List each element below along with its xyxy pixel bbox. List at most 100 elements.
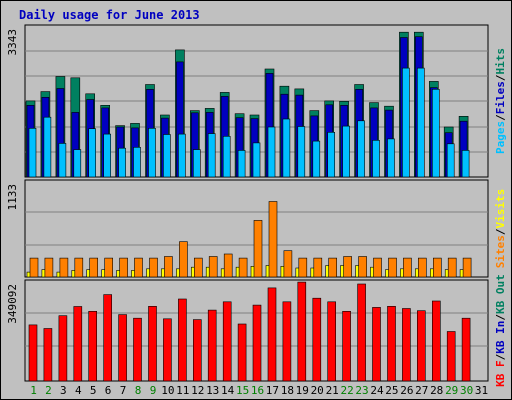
x-tick-label: 24 <box>370 384 384 397</box>
sites-bar <box>44 257 54 278</box>
pages-bar <box>88 128 96 178</box>
pages-bar <box>133 147 141 178</box>
sites-bar <box>417 257 427 278</box>
pages-bar <box>222 136 231 178</box>
pages-bar <box>372 140 380 178</box>
kbytes-bar <box>58 315 68 382</box>
kbytes-bar <box>267 287 277 382</box>
pages-bar <box>431 89 440 178</box>
x-tick-label: 10 <box>161 384 174 397</box>
chart-title: Daily usage for June 2013 <box>19 8 200 22</box>
x-tick-label: 13 <box>206 384 219 397</box>
pages-bar <box>282 118 291 178</box>
sites-bar <box>104 257 113 278</box>
y-max-label-2: 1133 <box>6 184 19 211</box>
x-tick-label: 6 <box>105 384 112 397</box>
x-tick-label: 8 <box>135 384 142 397</box>
legend-entry: Files <box>494 81 507 114</box>
pages-bar <box>357 120 365 178</box>
sites-bar <box>403 257 412 278</box>
x-tick-label: 30 <box>460 384 473 397</box>
legend-entry: Sites <box>494 235 507 268</box>
pages-bar <box>163 134 171 178</box>
sites-bar <box>29 257 39 278</box>
pages-bar <box>252 142 261 178</box>
kbytes-bar <box>297 281 307 382</box>
x-tick-label: 19 <box>296 384 309 397</box>
x-tick-label: 22 <box>340 384 353 397</box>
legend-entry: Hits <box>494 48 507 75</box>
x-tick-label: 21 <box>326 384 339 397</box>
y-max-label-1: 3343 <box>6 29 19 56</box>
pages-bar <box>327 132 336 178</box>
x-tick-label: 18 <box>281 384 294 397</box>
pages-bar <box>387 138 395 178</box>
legend-1: Pages/Files/Hits <box>494 48 507 154</box>
kbytes-bar <box>237 323 247 382</box>
x-tick-label: 2 <box>45 384 52 397</box>
x-tick-label: 20 <box>311 384 324 397</box>
kbytes-bar <box>88 310 97 382</box>
sites-bar <box>313 257 323 278</box>
legend-3: KB F/KB In/KB Out <box>494 274 507 387</box>
sites-bar <box>134 257 143 278</box>
sites-bar <box>238 257 248 278</box>
x-tick-label: 28 <box>430 384 443 397</box>
pages-bar <box>193 149 201 178</box>
legend-entry: KB In <box>494 321 507 354</box>
sites-bar <box>462 257 472 278</box>
sites-bar <box>343 256 352 278</box>
sites-bar <box>179 241 188 278</box>
pages-bar <box>416 67 425 178</box>
kbytes-bar <box>207 309 217 382</box>
kbytes-bar <box>446 331 456 382</box>
kbytes-bar <box>387 305 396 382</box>
sites-bar <box>388 257 397 278</box>
kbytes-bar <box>118 314 127 382</box>
pages-bar <box>58 143 67 178</box>
sites-bar <box>328 257 338 278</box>
pages-bar <box>103 133 111 178</box>
kbytes-bar <box>222 301 232 382</box>
sites-bar <box>373 257 382 278</box>
kbytes-bar <box>133 317 142 382</box>
sites-bar <box>208 256 218 278</box>
x-tick-label: 12 <box>191 384 204 397</box>
x-tick-label: 4 <box>75 384 82 397</box>
sites-bar <box>194 257 203 278</box>
sites-bar <box>164 256 173 278</box>
pages-bar <box>402 67 410 178</box>
sites-bar <box>223 253 233 278</box>
kbytes-bar <box>148 305 157 382</box>
legend-entry: KB F <box>494 360 507 387</box>
pages-bar <box>342 125 350 178</box>
pages-bar <box>178 133 186 178</box>
x-tick-label: 7 <box>120 384 127 397</box>
legend-2: Sites/Visits <box>494 189 507 269</box>
x-tick-label: 26 <box>400 384 413 397</box>
sites-bar <box>59 257 69 278</box>
kbytes-bar <box>342 310 351 382</box>
kbytes-bar <box>28 324 38 382</box>
sites-bar <box>74 257 84 278</box>
pages-bar <box>28 128 37 178</box>
kbytes-bar <box>357 283 366 382</box>
kbytes-bar <box>416 310 426 382</box>
kbytes-bar <box>43 328 53 382</box>
legend-entry: Visits <box>494 189 507 229</box>
x-tick-label: 3 <box>60 384 67 397</box>
sites-bar <box>119 257 128 278</box>
sites-bar <box>149 257 158 278</box>
x-tick-label: 5 <box>90 384 97 397</box>
x-tick-label: 23 <box>355 384 368 397</box>
kbytes-bar <box>312 297 322 382</box>
x-tick-label: 25 <box>385 384 398 397</box>
sites-bar <box>298 257 308 278</box>
kbytes-bar <box>372 307 381 382</box>
pages-bar <box>73 149 82 178</box>
kbytes-bar <box>103 294 112 382</box>
pages-bar <box>267 126 276 178</box>
x-tick-label: 11 <box>176 384 189 397</box>
sites-bar <box>89 257 98 278</box>
